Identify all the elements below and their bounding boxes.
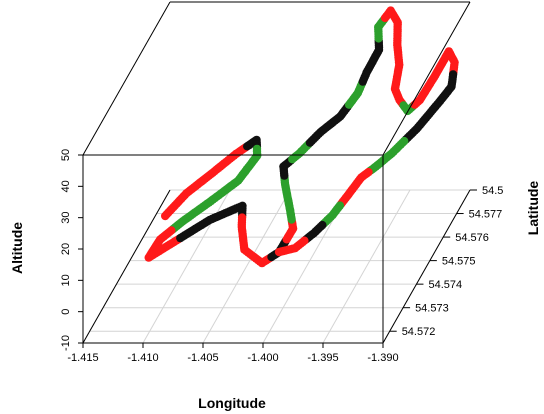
- z-tick-label: -10: [60, 335, 72, 351]
- z-axis-ticks: -10 0 10 20 30 40 50: [60, 149, 83, 351]
- y-axis-ticks: 54.572 54.573 54.574 54.575 54.576 54.577 54.5: [389, 185, 503, 338]
- y-tick-label: 54.574: [428, 279, 462, 291]
- grid-line-lon: [322, 189, 411, 344]
- z-tick-label: 40: [60, 180, 72, 192]
- track-points: [144, 6, 459, 268]
- y-axis-title: Latitude: [525, 181, 541, 236]
- z-tick-label: 10: [60, 274, 72, 286]
- y-tick-label: 54.572: [402, 326, 436, 338]
- box-edge: [82, 1, 171, 156]
- x-tick-label: -1.390: [367, 352, 398, 364]
- x-tick-label: -1.405: [187, 352, 218, 364]
- x-tick-label: -1.410: [127, 352, 158, 364]
- z-tick-label: 50: [60, 149, 72, 161]
- box-edge: [382, 189, 471, 344]
- x-tick-label: -1.415: [67, 352, 98, 364]
- x-axis-ticks: -1.415 -1.410 -1.405 -1.400 -1.395 -1.390: [67, 343, 399, 364]
- x-tick-label: -1.395: [307, 352, 338, 364]
- track-point: [274, 247, 284, 257]
- z-tick-label: 30: [60, 212, 72, 224]
- x-axis-title: Longitude: [198, 395, 266, 411]
- bounding-box-back: [82, 189, 471, 344]
- y-tick-label: 54.576: [455, 232, 489, 244]
- grid-line-lon: [202, 189, 291, 344]
- y-tick-label: 54.573: [415, 303, 449, 315]
- box-edge: [382, 1, 471, 156]
- floor-grid: [82, 189, 471, 344]
- z-axis-title: Altitude: [9, 222, 25, 274]
- y-tick-label: 54.577: [469, 209, 503, 221]
- box-edge: [82, 189, 171, 344]
- y-tick-label: 54.575: [442, 256, 476, 268]
- z-tick-label: 0: [60, 309, 72, 315]
- y-tick-label: 54.5: [482, 185, 503, 197]
- x-tick-label: -1.400: [247, 352, 278, 364]
- z-tick-label: 20: [60, 243, 72, 255]
